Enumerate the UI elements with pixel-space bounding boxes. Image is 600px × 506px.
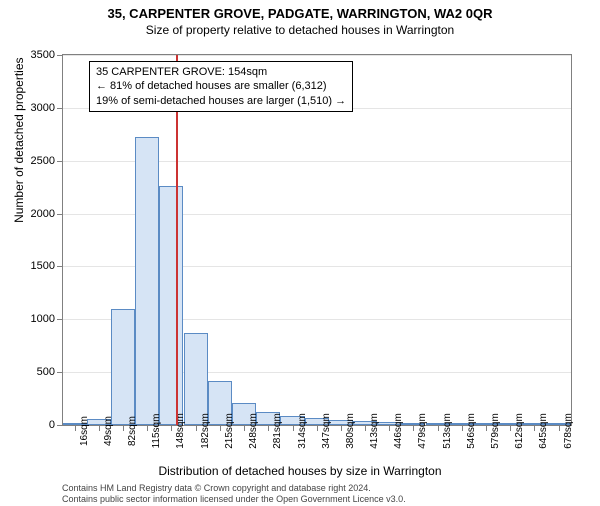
x-tick (268, 425, 269, 431)
x-tick-label: 182sqm (200, 413, 211, 449)
y-tick (57, 55, 63, 56)
y-tick (57, 108, 63, 109)
y-tick-label: 2500 (31, 155, 55, 167)
x-tick-label: 16sqm (79, 416, 90, 446)
x-tick-label: 413sqm (369, 413, 380, 449)
annotation-line1: 35 CARPENTER GROVE: 154sqm (96, 65, 346, 79)
chart-container: 35, CARPENTER GROVE, PADGATE, WARRINGTON… (0, 6, 600, 506)
x-tick (534, 425, 535, 431)
footer-line1: Contains HM Land Registry data © Crown c… (62, 483, 590, 493)
x-tick (317, 425, 318, 431)
x-tick (510, 425, 511, 431)
y-tick (57, 425, 63, 426)
x-tick (196, 425, 197, 431)
x-tick-label: 82sqm (127, 416, 138, 446)
x-tick (462, 425, 463, 431)
x-tick (413, 425, 414, 431)
y-axis-label: Number of detached properties (12, 57, 26, 222)
histogram-bar (135, 137, 159, 425)
x-tick (293, 425, 294, 431)
x-tick-label: 347sqm (321, 413, 332, 449)
annotation-line2: ← 81% of detached houses are smaller (6,… (96, 79, 346, 93)
x-tick (341, 425, 342, 431)
x-tick (99, 425, 100, 431)
plot-area: 050010001500200025003000350016sqm49sqm82… (62, 54, 572, 426)
y-tick-label: 500 (37, 366, 55, 378)
y-tick-label: 1500 (31, 260, 55, 272)
x-tick-label: 513sqm (442, 413, 453, 449)
x-tick (244, 425, 245, 431)
x-tick (147, 425, 148, 431)
x-tick-label: 215sqm (224, 413, 235, 449)
y-tick-label: 3500 (31, 49, 55, 61)
x-tick-label: 579sqm (490, 413, 501, 449)
x-tick-label: 281sqm (272, 413, 283, 449)
x-tick (389, 425, 390, 431)
annotation-box: 35 CARPENTER GROVE: 154sqm← 81% of detac… (89, 61, 353, 112)
y-tick-label: 3000 (31, 102, 55, 114)
y-tick-label: 2000 (31, 208, 55, 220)
histogram-bar (111, 309, 135, 425)
x-tick-label: 314sqm (297, 413, 308, 449)
histogram-bar (159, 186, 183, 425)
x-tick (75, 425, 76, 431)
x-axis-label: Distribution of detached houses by size … (0, 464, 600, 478)
y-tick-label: 1000 (31, 313, 55, 325)
x-tick-label: 678sqm (563, 413, 574, 449)
histogram-bar (184, 333, 208, 425)
y-tick (57, 214, 63, 215)
x-tick (171, 425, 172, 431)
x-tick (220, 425, 221, 431)
y-tick-label: 0 (49, 419, 55, 431)
x-tick-label: 546sqm (466, 413, 477, 449)
x-tick (438, 425, 439, 431)
x-tick-label: 49sqm (103, 416, 114, 446)
x-tick-label: 115sqm (151, 414, 162, 449)
y-tick (57, 372, 63, 373)
x-tick-label: 612sqm (514, 413, 525, 449)
y-tick (57, 266, 63, 267)
chart-subtitle: Size of property relative to detached ho… (0, 23, 600, 37)
x-tick-label: 248sqm (248, 413, 259, 449)
y-tick (57, 319, 63, 320)
chart-title: 35, CARPENTER GROVE, PADGATE, WARRINGTON… (0, 6, 600, 21)
x-tick-label: 479sqm (417, 413, 428, 449)
x-tick-label: 446sqm (393, 413, 404, 449)
x-tick (365, 425, 366, 431)
x-tick-label: 645sqm (538, 413, 549, 449)
x-tick (123, 425, 124, 431)
footer: Contains HM Land Registry data © Crown c… (62, 483, 590, 504)
gridline (63, 55, 571, 56)
annotation-line3: 19% of semi-detached houses are larger (… (96, 94, 346, 108)
y-tick (57, 161, 63, 162)
x-tick (559, 425, 560, 431)
footer-line2: Contains public sector information licen… (62, 494, 590, 504)
x-tick (486, 425, 487, 431)
x-tick-label: 380sqm (345, 413, 356, 449)
